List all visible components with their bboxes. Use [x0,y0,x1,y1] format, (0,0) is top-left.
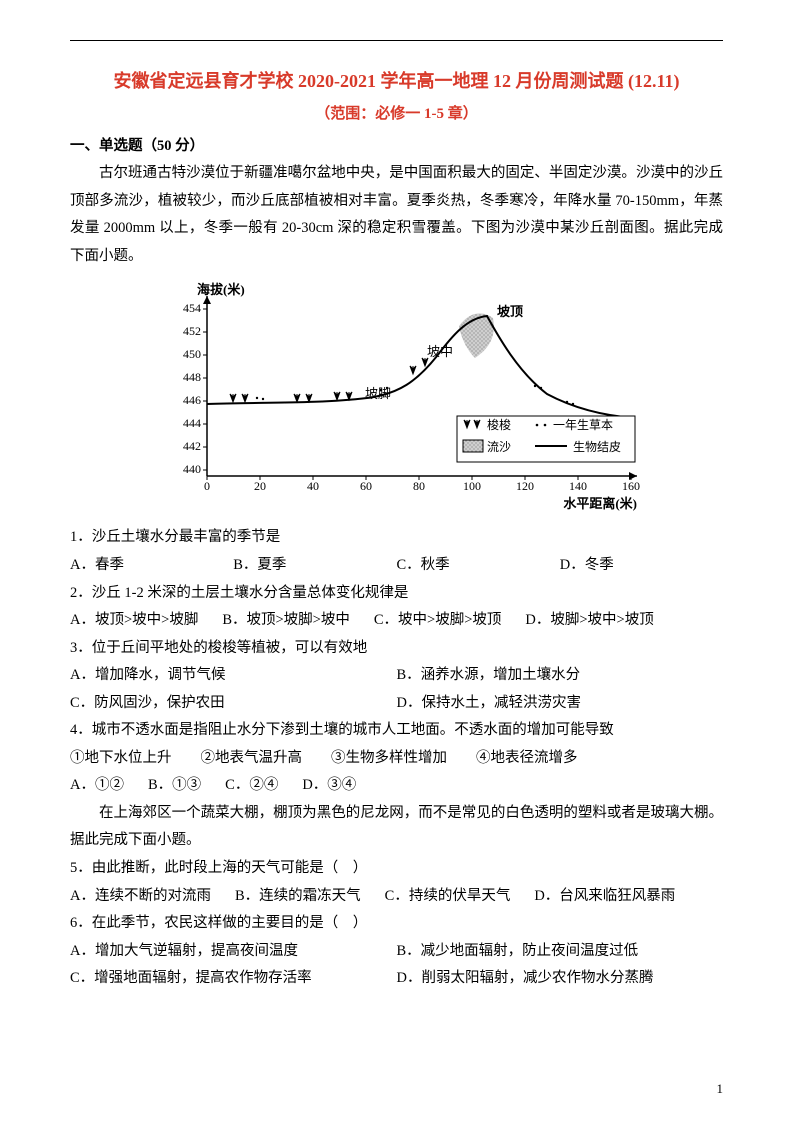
svg-text:454: 454 [183,301,201,315]
q5-C[interactable]: C．持续的伏旱天气 [385,883,535,911]
q4-options: A．①② B．①③ C．②④ D．③④ [70,772,723,800]
page-number: 1 [717,1077,724,1102]
q5-B[interactable]: B．连续的霜冻天气 [235,883,385,911]
svg-text:20: 20 [254,479,266,493]
q3-D[interactable]: D．保持水土，减轻洪涝灾害 [397,690,724,718]
q6-A[interactable]: A．增加大气逆辐射，提高夜间温度 [70,938,397,966]
top-rule [70,40,723,41]
exam-title: 安徽省定远县育才学校 2020-2021 学年高一地理 12 月份周测试题 (1… [70,64,723,98]
svg-text:446: 446 [183,393,201,407]
svg-text:448: 448 [183,370,201,384]
svg-text:444: 444 [183,416,201,430]
q6-text: 6．在此季节，农民这样做的主要目的是（ ） [70,910,723,938]
svg-text:梭梭: 梭梭 [487,417,511,432]
svg-text:0: 0 [204,479,210,493]
tree-icon [230,394,236,402]
q2-text: 2．沙丘 1-2 米深的土层土壤水分含量总体变化规律是 [70,580,723,608]
q5-text: 5．由此推断，此时段上海的天气可能是（ ） [70,855,723,883]
q5-A[interactable]: A．连续不断的对流雨 [70,883,235,911]
svg-text:80: 80 [413,479,425,493]
q6-D[interactable]: D．削弱太阳辐射，减少农作物水分蒸腾 [397,965,724,993]
svg-text:440: 440 [183,462,201,476]
svg-text:生物结皮: 生物结皮 [573,440,621,454]
q2-C[interactable]: C．坡中>坡脚>坡顶 [374,607,526,635]
x-axis-label: 水平距离(米) [563,496,637,511]
q1-C[interactable]: C．秋季 [397,552,560,580]
q3-C[interactable]: C．防风固沙，保护农田 [70,690,397,718]
q4-B[interactable]: B．①③ [148,772,225,800]
q4-D[interactable]: D．③④ [302,772,380,800]
passage-intro: 古尔班通古特沙漠位于新疆准噶尔盆地中央，是中国面积最大的固定、半固定沙漠。沙漠中… [70,160,723,270]
q6-options: A．增加大气逆辐射，提高夜间温度 B．减少地面辐射，防止夜间温度过低 C．增强地… [70,938,723,993]
q3-text: 3．位于丘间平地处的梭梭等植被，可以有效地 [70,635,723,663]
svg-text:100: 100 [463,479,481,493]
q5-options: A．连续不断的对流雨 B．连续的霜冻天气 C．持续的伏旱天气 D．台风来临狂风暴… [70,883,723,911]
q4-A[interactable]: A．①② [70,772,148,800]
q6-C[interactable]: C．增强地面辐射，提高农作物存活率 [70,965,397,993]
dune-profile-figure: 海拔(米) 454 452 450 448 446 444 442 440 0 [137,276,657,516]
q5-D[interactable]: D．台风来临狂风暴雨 [534,883,699,911]
q4-stems: ①地下水位上升 ②地表气温升高 ③生物多样性增加 ④地表径流增多 [70,745,723,773]
svg-text:140: 140 [569,479,587,493]
exam-scope: （范围：必修一 1-5 章） [70,100,723,129]
figure-legend: 梭梭 一年生草本 流沙 生物结皮 [457,416,635,462]
svg-text:40: 40 [307,479,319,493]
svg-text:442: 442 [183,439,201,453]
section-heading: 一、单选题（50 分） [70,133,723,161]
svg-text:160: 160 [622,479,640,493]
svg-text:流沙: 流沙 [487,440,511,454]
svg-text:坡中: 坡中 [427,344,453,359]
svg-text:120: 120 [516,479,534,493]
q4-C[interactable]: C．②④ [225,772,302,800]
svg-text:450: 450 [183,347,201,361]
q1-text: 1．沙丘土壤水分最丰富的季节是 [70,524,723,552]
svg-text:坡顶: 坡顶 [497,304,523,319]
q1-options: A．春季 B．夏季 C．秋季 D．冬季 [70,552,723,580]
q2-A[interactable]: A．坡顶>坡中>坡脚 [70,607,222,635]
y-axis-label: 海拔(米) [197,282,245,297]
q2-B[interactable]: B．坡顶>坡脚>坡中 [222,607,374,635]
q1-B[interactable]: B．夏季 [233,552,396,580]
q3-B[interactable]: B．涵养水源，增加土壤水分 [397,662,724,690]
q3-A[interactable]: A．增加降水，调节气候 [70,662,397,690]
q2-options: A．坡顶>坡中>坡脚 B．坡顶>坡脚>坡中 C．坡中>坡脚>坡顶 D．坡脚>坡中… [70,607,723,635]
q2-D[interactable]: D．坡脚>坡中>坡顶 [525,607,677,635]
q1-A[interactable]: A．春季 [70,552,233,580]
q4-text: 4．城市不透水面是指阻止水分下渗到土壤的城市人工地面。不透水面的增加可能导致 [70,717,723,745]
svg-text:60: 60 [360,479,372,493]
q6-B[interactable]: B．减少地面辐射，防止夜间温度过低 [397,938,724,966]
q3-options: A．增加降水，调节气候 B．涵养水源，增加土壤水分 C．防风固沙，保护农田 D．… [70,662,723,717]
passage-intro-2: 在上海郊区一个蔬菜大棚，棚顶为黑色的尼龙网，而不是常见的白色透明的塑料或者是玻璃… [70,800,723,855]
svg-text:一年生草本: 一年生草本 [553,418,613,432]
svg-text:452: 452 [183,324,201,338]
q1-D[interactable]: D．冬季 [560,552,723,580]
